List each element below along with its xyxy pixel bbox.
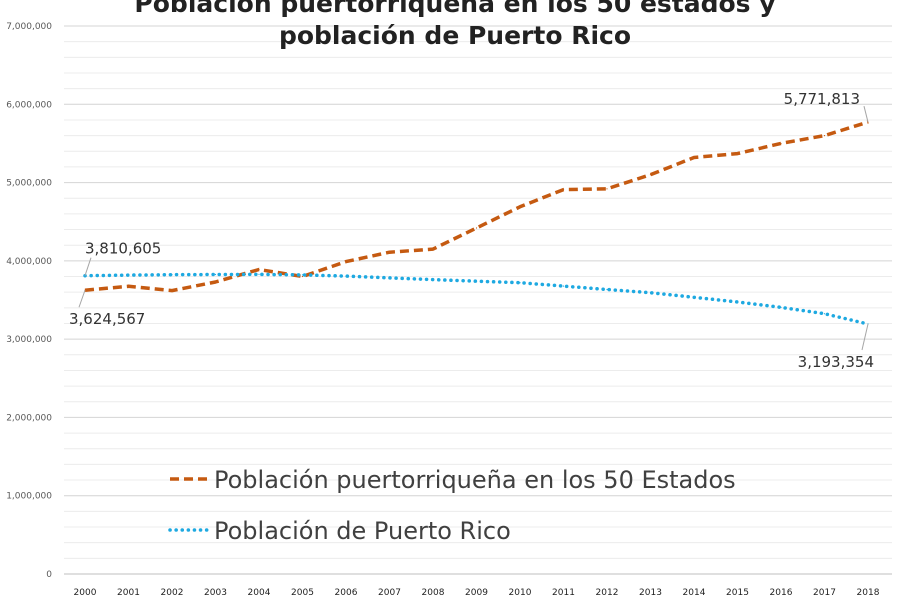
data-point bbox=[214, 281, 217, 283]
x-tick-label: 2000 bbox=[74, 588, 97, 598]
data-point bbox=[345, 275, 347, 277]
data-point bbox=[345, 261, 347, 263]
data-point bbox=[171, 274, 173, 276]
data-point bbox=[214, 273, 217, 276]
data-point bbox=[388, 251, 391, 253]
x-tick-label: 2005 bbox=[291, 588, 314, 598]
data-point bbox=[736, 153, 739, 155]
legend-entry: Población de Puerto Rico bbox=[214, 517, 511, 545]
data-point bbox=[823, 135, 826, 137]
y-tick-label: 2,000,000 bbox=[6, 413, 52, 423]
data-point bbox=[562, 189, 565, 191]
data-point bbox=[562, 285, 565, 287]
chart-title-line-2: población de Puerto Rico bbox=[279, 21, 631, 50]
data-point bbox=[258, 273, 260, 276]
data-label: 3,624,567 bbox=[69, 310, 145, 328]
legend: Población puertorriqueña en los 50 Estad… bbox=[168, 466, 736, 545]
data-point bbox=[649, 292, 652, 294]
x-tick-label: 2001 bbox=[117, 588, 140, 598]
data-label-leader bbox=[84, 257, 92, 276]
data-label-leader bbox=[78, 290, 86, 308]
series-lines bbox=[83, 120, 870, 326]
legend-entry: Población puertorriqueña en los 50 Estad… bbox=[214, 466, 736, 494]
x-tick-label: 2013 bbox=[639, 588, 662, 598]
data-point bbox=[127, 285, 130, 287]
data-label: 5,771,813 bbox=[784, 90, 860, 108]
data-point bbox=[649, 174, 652, 176]
data-point bbox=[301, 275, 304, 278]
y-tick-label: 6,000,000 bbox=[6, 100, 52, 110]
y-tick-label: 7,000,000 bbox=[6, 22, 52, 32]
gridlines bbox=[64, 25, 892, 575]
y-tick-label: 5,000,000 bbox=[6, 179, 52, 189]
x-tick-label: 2007 bbox=[378, 588, 401, 598]
x-tick-label: 2018 bbox=[857, 588, 880, 598]
data-point bbox=[780, 306, 782, 308]
series-line-diaspora bbox=[84, 120, 869, 293]
data-point bbox=[519, 282, 521, 284]
data-point bbox=[780, 142, 782, 145]
data-point bbox=[736, 301, 739, 303]
data-point bbox=[606, 188, 608, 190]
data-point bbox=[432, 278, 434, 281]
data-labels: 5,771,813 3,810,605 3,624,567 3,193,354 bbox=[69, 90, 874, 371]
data-point bbox=[606, 288, 608, 291]
data-point bbox=[519, 206, 521, 208]
y-tick-label: 0 bbox=[46, 570, 52, 580]
x-tick-label: 2011 bbox=[552, 588, 575, 598]
series-line-puerto-rico bbox=[83, 272, 870, 326]
data-point bbox=[823, 313, 826, 315]
x-tick-label: 2006 bbox=[335, 588, 358, 598]
data-point bbox=[258, 268, 260, 271]
x-tick-label: 2004 bbox=[248, 588, 271, 598]
data-point bbox=[693, 296, 695, 298]
data-point bbox=[475, 227, 478, 229]
x-tick-label: 2010 bbox=[509, 588, 532, 598]
x-tick-label: 2017 bbox=[813, 588, 836, 598]
chart-title-line-1: Población puertorriqueña en los 50 estad… bbox=[134, 0, 775, 18]
y-tick-label: 3,000,000 bbox=[6, 335, 52, 345]
axes: 0 1,000,000 2,000,000 3,000,000 4,000,000 5,0… bbox=[6, 22, 880, 598]
data-label: 3,193,354 bbox=[798, 353, 874, 371]
data-point bbox=[432, 248, 434, 250]
x-tick-label: 2003 bbox=[204, 588, 227, 598]
data-point bbox=[301, 274, 304, 276]
x-tick-label: 2016 bbox=[770, 588, 793, 598]
y-tick-label: 4,000,000 bbox=[6, 257, 52, 267]
data-point bbox=[475, 280, 478, 282]
x-tick-label: 2012 bbox=[596, 588, 619, 598]
data-label-leader bbox=[863, 106, 869, 123]
x-tick-label: 2002 bbox=[161, 588, 184, 598]
data-point bbox=[127, 274, 130, 276]
data-label: 3,810,605 bbox=[85, 240, 161, 258]
x-tick-label: 2008 bbox=[422, 588, 445, 598]
y-tick-label: 1,000,000 bbox=[6, 492, 52, 502]
data-point bbox=[388, 277, 391, 279]
x-tick-label: 2014 bbox=[683, 588, 706, 598]
data-point bbox=[171, 290, 173, 292]
data-point bbox=[693, 156, 695, 159]
x-tick-label: 2009 bbox=[465, 588, 488, 598]
x-tick-label: 2015 bbox=[726, 588, 749, 598]
data-label-leader bbox=[861, 323, 869, 351]
